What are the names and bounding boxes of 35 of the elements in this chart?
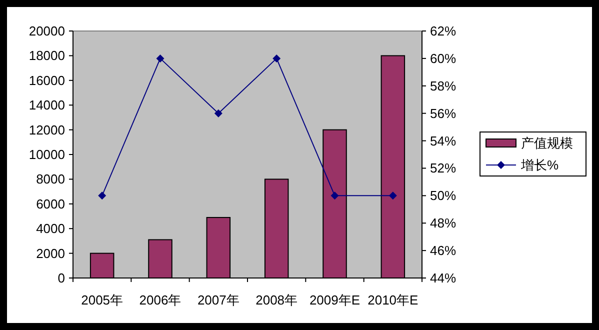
y-tick-label: 18000 <box>28 48 65 64</box>
y-tick-label: 0 <box>58 270 65 286</box>
x-tick-label: 2008年 <box>256 292 298 308</box>
y-tick-label: 10000 <box>28 147 65 162</box>
point <box>330 192 339 200</box>
y-tick-label: 2000 <box>36 246 65 261</box>
point <box>156 54 164 62</box>
x-tick-label: 2009年E <box>309 292 360 308</box>
y2-tick-label: 58% <box>430 78 456 94</box>
legend-label: 产值规模 <box>521 136 573 150</box>
x-tick-label: 2005年 <box>81 292 124 308</box>
y2-tick-label: 56% <box>430 106 456 121</box>
y2-tick-label: 46% <box>430 243 456 258</box>
y-tick-label: 14000 <box>28 98 65 113</box>
y2-tick-label: 44% <box>430 270 456 286</box>
y-tick-label: 6000 <box>36 196 65 212</box>
y2-tick-label: 54% <box>430 133 456 148</box>
x-tick-label: 2007年 <box>197 292 240 308</box>
point <box>388 192 397 200</box>
point <box>272 54 281 62</box>
y-tick-label: 20000 <box>28 24 65 38</box>
y-tick-label: 8000 <box>36 172 65 187</box>
point <box>98 192 106 200</box>
point <box>214 109 222 118</box>
y2-tick-label: 50% <box>430 188 456 204</box>
y-tick-label: 16000 <box>28 72 65 88</box>
x-tick-label: 2006年 <box>139 292 182 308</box>
legend-label: 增长% <box>520 158 559 172</box>
x-tick-label: 2010年E <box>368 292 419 308</box>
y-tick-label: 4000 <box>36 221 65 236</box>
y2-tick-label: 62% <box>430 24 456 38</box>
y2-tick-label: 52% <box>430 160 456 176</box>
y2-tick-label: 48% <box>430 216 456 231</box>
y2-tick-label: 60% <box>430 50 456 66</box>
y-tick-label: 12000 <box>28 122 65 138</box>
